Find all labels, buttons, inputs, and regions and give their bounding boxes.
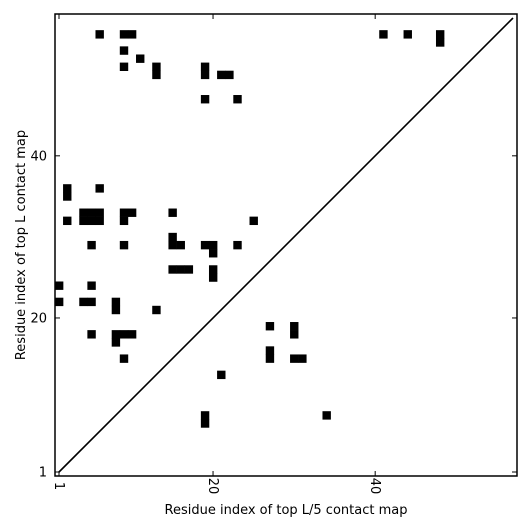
contact-cell: [63, 192, 72, 201]
contact-cell: [119, 62, 129, 71]
contact-cell: [322, 411, 331, 420]
contact-cell: [87, 330, 96, 339]
contact-cell: [136, 54, 145, 63]
contact-cell: [87, 240, 96, 250]
y-tick-label: 20: [30, 311, 47, 326]
contact-cell: [176, 265, 185, 274]
contact-cell: [298, 354, 307, 363]
contact-cells: [54, 30, 445, 428]
y-tick-label: 40: [30, 149, 47, 164]
contact-cell: [265, 322, 275, 331]
contact-cell: [119, 240, 129, 250]
contact-cell: [87, 216, 96, 226]
y-tick-label: 1: [39, 466, 47, 481]
contact-cell: [127, 330, 137, 339]
contact-cell: [54, 297, 64, 307]
contact-cell: [95, 216, 104, 226]
contact-cell: [152, 305, 161, 315]
contact-cell: [208, 265, 218, 274]
contact-cell: [119, 330, 129, 339]
contact-cell: [111, 330, 121, 339]
axis-ticks: 1 20 40 1 20 40: [30, 14, 517, 494]
contact-cell: [119, 216, 129, 226]
contact-cell: [127, 208, 137, 217]
contact-cell: [168, 265, 177, 274]
contact-cell: [63, 216, 72, 226]
x-tick-label: 20: [205, 478, 220, 495]
contact-cell: [217, 70, 226, 80]
plot-frame: [54, 13, 518, 477]
contact-cell: [168, 232, 177, 242]
contact-cell: [63, 184, 72, 193]
contact-cell: [95, 184, 104, 193]
x-axis-label: Residue index of top L/5 contact map: [165, 503, 408, 518]
contact-cell: [79, 216, 88, 226]
y-axis-label: Residue index of top L contact map: [14, 130, 29, 360]
contact-cell: [87, 281, 96, 290]
contact-cell: [119, 30, 129, 39]
x-tick-label: 1: [51, 482, 66, 490]
contact-cell: [119, 354, 129, 363]
contact-cell: [290, 330, 299, 339]
contact-cell: [208, 240, 218, 250]
contact-cell: [152, 70, 161, 80]
contact-cell: [435, 38, 445, 47]
contact-cell: [200, 62, 210, 71]
contact-cell: [200, 240, 210, 250]
contact-cell: [95, 208, 104, 217]
contact-cell: [290, 322, 299, 331]
contact-cell: [290, 354, 299, 363]
contact-cell: [184, 265, 194, 274]
contact-cell: [225, 70, 234, 80]
contact-cell: [119, 208, 129, 217]
x-tick-label: 40: [367, 478, 382, 495]
contact-cell: [111, 297, 121, 307]
contact-cell: [208, 273, 218, 282]
contact-cell: [152, 62, 161, 71]
contact-cell: [54, 281, 64, 290]
contact-cell: [403, 30, 412, 39]
contact-cell: [379, 30, 388, 39]
contact-cell: [176, 240, 185, 250]
contact-cell: [208, 249, 218, 258]
contact-cell: [200, 411, 210, 420]
contact-cell: [200, 95, 210, 104]
contact-cell: [168, 240, 177, 250]
contact-cell: [217, 370, 226, 380]
contact-cell: [168, 208, 177, 217]
contact-cell: [119, 46, 129, 55]
contact-cell: [79, 208, 88, 217]
contact-cell: [111, 305, 121, 315]
contact-cell: [435, 30, 445, 39]
contact-cell: [87, 297, 96, 307]
contact-cell: [79, 297, 88, 307]
contact-cell: [200, 70, 210, 80]
diagonal-line: [58, 17, 514, 473]
contact-cell: [111, 338, 121, 347]
contact-cell: [265, 346, 275, 355]
contact-cell: [87, 208, 96, 217]
contact-cell: [233, 95, 242, 104]
contact-cell: [200, 419, 210, 428]
contact-cell: [127, 30, 137, 39]
contact-cell: [233, 240, 242, 250]
contact-cell: [249, 216, 258, 226]
contact-cell: [95, 30, 104, 39]
contact-cell: [265, 354, 275, 363]
